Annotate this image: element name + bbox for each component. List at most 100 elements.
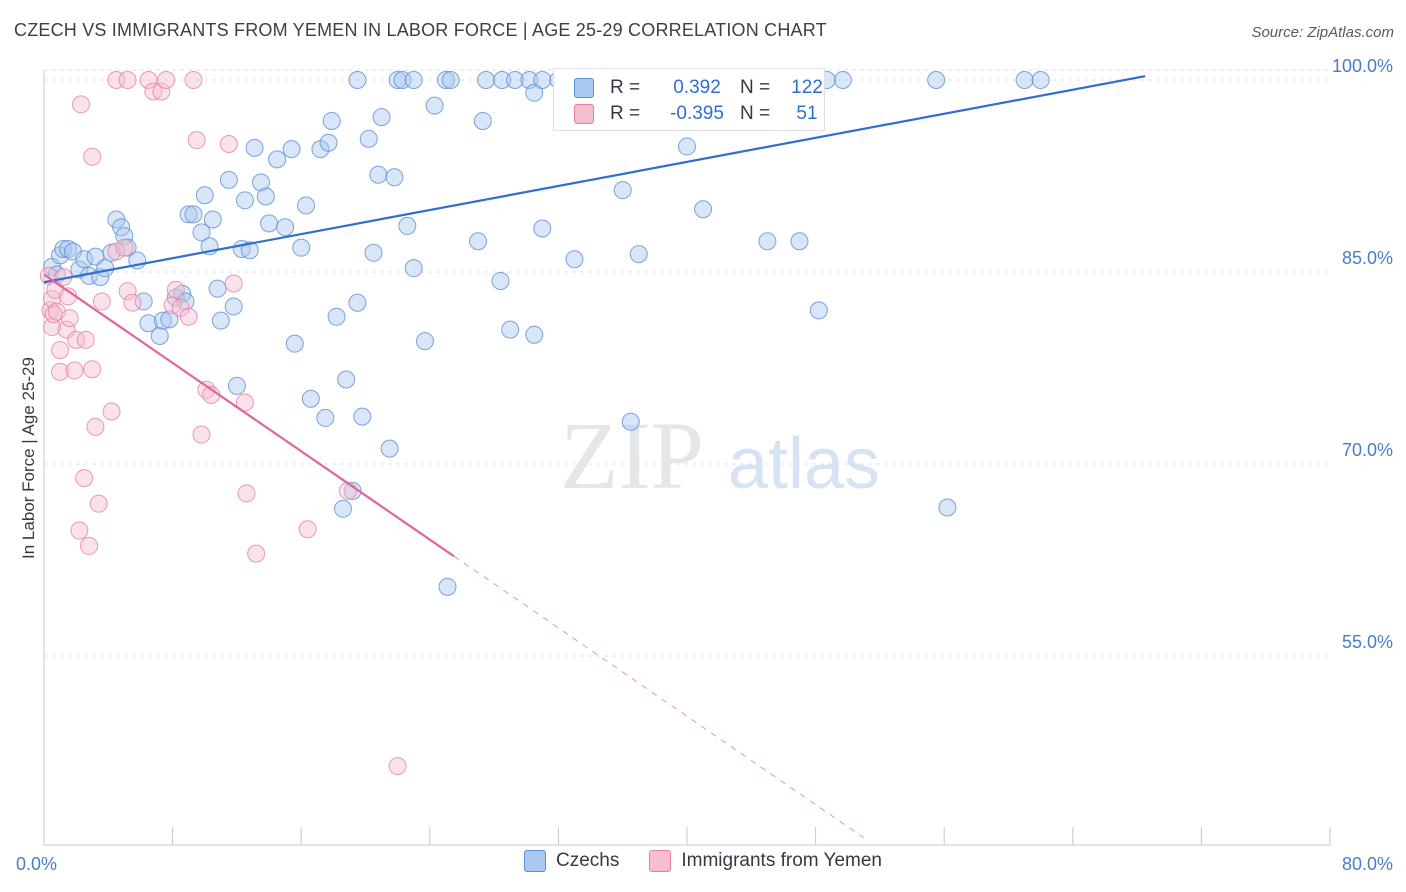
point-yemen xyxy=(115,238,134,257)
point-czechs xyxy=(260,214,279,233)
trend-line-yemen xyxy=(43,273,455,558)
legend-label-yemen: Immigrants from Yemen xyxy=(681,850,882,871)
legend-item-yemen: Immigrants from Yemen xyxy=(649,850,882,872)
point-czechs xyxy=(276,218,295,237)
point-yemen xyxy=(70,521,89,540)
point-czechs xyxy=(493,71,512,89)
point-czechs xyxy=(160,310,179,329)
point-czechs xyxy=(678,137,696,156)
point-czechs xyxy=(525,83,544,102)
point-czechs xyxy=(96,259,115,278)
point-czechs xyxy=(533,71,552,89)
point-czechs xyxy=(694,200,713,219)
point-czechs xyxy=(316,408,335,427)
point-yemen xyxy=(71,95,90,114)
point-czechs xyxy=(565,250,584,269)
point-czechs xyxy=(70,260,89,279)
point-czechs xyxy=(235,191,254,210)
point-czechs xyxy=(292,238,311,257)
y-tick-label: 70.0% xyxy=(1342,440,1393,460)
point-czechs xyxy=(322,111,341,130)
point-czechs xyxy=(256,187,275,206)
point-czechs xyxy=(240,241,259,260)
n-label: N = xyxy=(740,103,771,124)
point-czechs xyxy=(195,186,214,205)
point-czechs xyxy=(327,307,346,326)
point-yemen xyxy=(166,280,185,299)
point-czechs xyxy=(192,223,211,242)
point-czechs xyxy=(150,327,169,345)
point-czechs xyxy=(219,170,238,189)
point-czechs xyxy=(380,439,399,458)
point-czechs xyxy=(473,111,492,130)
r-label: R = xyxy=(610,77,641,98)
point-yemen xyxy=(298,520,317,539)
point-czechs xyxy=(179,205,198,224)
point-czechs xyxy=(404,71,423,89)
chart-title: CZECH VS IMMIGRANTS FROM YEMEN IN LABOR … xyxy=(14,20,827,40)
point-yemen xyxy=(139,71,158,89)
n-value-yemen: 51 xyxy=(796,103,818,124)
point-yemen xyxy=(118,71,137,89)
point-czechs xyxy=(59,239,78,258)
point-czechs xyxy=(297,196,316,215)
point-czechs xyxy=(533,219,552,238)
point-czechs xyxy=(333,499,352,518)
point-yemen xyxy=(83,147,102,166)
point-czechs xyxy=(369,165,388,184)
point-czechs xyxy=(184,205,203,224)
point-yemen xyxy=(89,494,108,513)
legend-row-czechs: R = 0.392 N = 122 xyxy=(574,75,832,101)
r-label: R = xyxy=(610,103,641,124)
point-czechs xyxy=(348,293,367,312)
point-yemen xyxy=(80,536,99,555)
legend-row-yemen: R = -0.395 N = 51 xyxy=(574,101,832,127)
point-yemen xyxy=(237,484,256,503)
trend-line-czechs xyxy=(43,75,1146,284)
point-yemen xyxy=(192,425,211,444)
point-czechs xyxy=(348,71,367,89)
point-czechs xyxy=(404,259,423,278)
legend-label-czechs: Czechs xyxy=(556,850,620,871)
point-czechs xyxy=(203,210,222,229)
point-czechs xyxy=(505,71,524,89)
point-czechs xyxy=(436,71,455,89)
point-czechs xyxy=(301,389,320,408)
legend-swatch-czechs xyxy=(524,850,546,872)
source-credit: Source: ZipAtlas.com xyxy=(1251,24,1394,41)
trend-lines xyxy=(43,75,1146,839)
point-yemen xyxy=(235,393,254,412)
r-value-czechs: 0.392 xyxy=(673,77,721,98)
legend-swatch-yemen xyxy=(574,104,594,124)
point-czechs xyxy=(372,108,391,127)
y-tick-label: 55.0% xyxy=(1342,632,1393,652)
point-czechs xyxy=(927,71,946,89)
point-czechs xyxy=(268,150,287,169)
point-czechs xyxy=(621,412,640,431)
point-czechs xyxy=(833,71,852,89)
point-czechs xyxy=(208,279,227,298)
legend-swatch-yemen xyxy=(649,850,672,872)
point-yemen xyxy=(388,757,407,776)
point-czechs xyxy=(809,301,828,320)
point-czechs xyxy=(790,232,809,251)
point-czechs xyxy=(438,577,457,596)
n-value-czechs: 122 xyxy=(791,77,823,98)
bottom-legend: Czechs Immigrants from Yemen xyxy=(0,850,1406,872)
point-yemen xyxy=(76,330,95,349)
watermark-zip: ZIP xyxy=(560,402,704,509)
point-yemen xyxy=(102,402,121,421)
point-yemen xyxy=(86,417,105,436)
point-yemen xyxy=(179,307,198,326)
point-yemen xyxy=(247,544,266,563)
point-yemen xyxy=(65,361,84,380)
point-czechs xyxy=(491,271,510,290)
trend-line-extension-yemen xyxy=(453,555,865,839)
axes: 55.0% 70.0% 85.0% 100.0% 0.0% 80.0% xyxy=(16,56,1393,874)
point-czechs xyxy=(501,320,520,339)
point-czechs xyxy=(415,332,434,351)
data-points xyxy=(39,71,1050,776)
point-czechs xyxy=(388,71,407,89)
y-tick-label: 100.0% xyxy=(1332,56,1393,76)
point-czechs xyxy=(224,297,243,316)
